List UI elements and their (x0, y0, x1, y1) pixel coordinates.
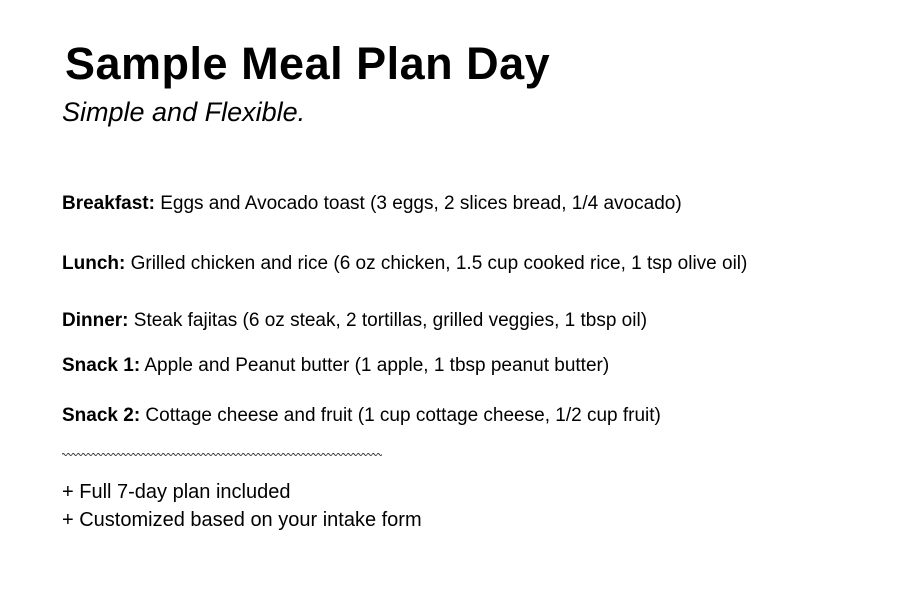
meal-label-snack-1: Snack 1: (62, 355, 141, 376)
page-title: Sample Meal Plan Day (65, 38, 551, 89)
wavy-divider (62, 451, 382, 457)
meal-line-lunch: Lunch: Grilled chicken and rice (6 oz ch… (62, 252, 872, 276)
meal-label-breakfast: Breakfast: (62, 193, 155, 214)
meal-label-snack-2: Snack 2: (62, 405, 141, 426)
footer-note-customized: + Customized based on your intake form (62, 509, 422, 531)
page-subtitle: Simple and Flexible. (62, 97, 306, 127)
meal-list: Breakfast: Eggs and Avocado toast (3 egg… (62, 192, 872, 428)
footer-notes: + Full 7-day plan included + Customized … (62, 478, 872, 534)
meal-description-snack-1: Apple and Peanut butter (1 apple, 1 tbsp… (140, 355, 610, 376)
meal-line-snack-2: Snack 2: Cottage cheese and fruit (1 cup… (62, 404, 872, 428)
meal-description-dinner: Steak fajitas (6 oz steak, 2 tortillas, … (128, 310, 648, 331)
meal-label-dinner: Dinner: (62, 310, 129, 331)
meal-line-dinner: Dinner: Steak fajitas (6 oz steak, 2 tor… (62, 309, 872, 333)
meal-line-snack-1: Snack 1: Apple and Peanut butter (1 appl… (62, 354, 872, 378)
meal-description-lunch: Grilled chicken and rice (6 oz chicken, … (125, 253, 748, 274)
footer-note-plan: + Full 7-day plan included (62, 481, 291, 503)
meal-line-breakfast: Breakfast: Eggs and Avocado toast (3 egg… (62, 192, 872, 216)
meal-label-lunch: Lunch: (62, 253, 126, 274)
meal-description-breakfast: Eggs and Avocado toast (3 eggs, 2 slices… (154, 193, 682, 214)
meal-description-snack-2: Cottage cheese and fruit (1 cup cottage … (140, 405, 661, 426)
